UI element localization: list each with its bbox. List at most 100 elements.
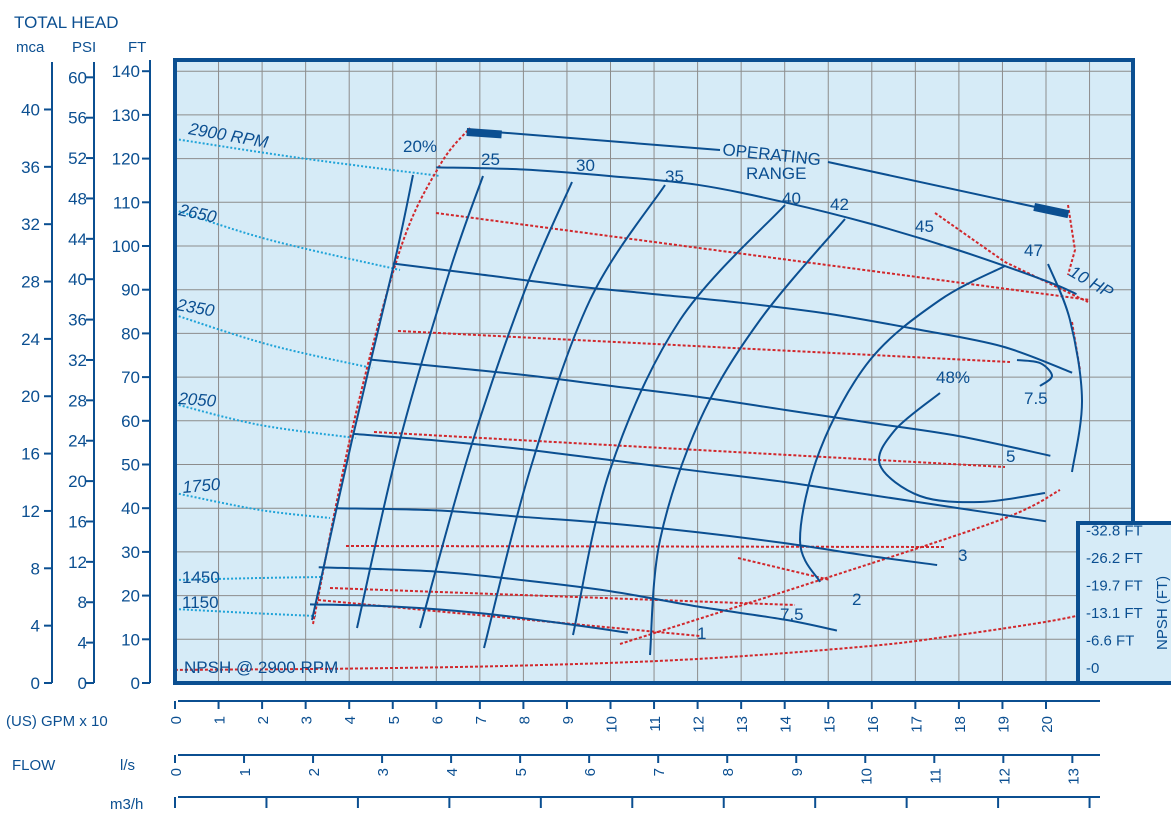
efficiency-curve-48-top xyxy=(1016,359,1054,387)
ft-tick-label: 120 xyxy=(112,150,140,169)
series-label-1150: 1150 xyxy=(182,593,219,612)
hp-line xyxy=(317,599,701,637)
psi-tick-label: 32 xyxy=(68,351,87,370)
ls-tick-label: 1 xyxy=(237,768,254,776)
hp-label-5: 5 xyxy=(1006,447,1015,466)
efficiency-curve-4 xyxy=(572,204,786,636)
ls-tick-label: 7 xyxy=(651,768,668,776)
ft-tick-label: 0 xyxy=(131,674,140,693)
psi-tick-label: 44 xyxy=(68,230,87,249)
gpm-tick-label: 12 xyxy=(691,716,708,733)
gpm-axis-label: (US) GPM x 10 xyxy=(6,713,108,730)
ft-tick-label: 60 xyxy=(121,412,140,431)
psi-tick-label: 28 xyxy=(68,391,87,410)
ls-tick-label: 6 xyxy=(582,768,599,776)
ft-tick-label: 110 xyxy=(113,193,140,212)
ls-tick-label: 2 xyxy=(306,768,323,776)
speed-curve-extension xyxy=(174,608,317,617)
gpm-tick-label: 16 xyxy=(865,716,882,733)
ft-tick-label: 10 xyxy=(121,630,140,649)
ls-tick-label: 13 xyxy=(1065,768,1082,785)
hp-line xyxy=(397,330,1011,363)
gpm-tick-label: 9 xyxy=(560,716,577,724)
gpm-tick-label: 1 xyxy=(212,716,229,724)
psi-tick-label: 20 xyxy=(68,472,87,491)
eff-label-40: 40 xyxy=(782,189,801,208)
efficiency-curve-5 xyxy=(649,218,846,656)
flow-axis-title: FLOW xyxy=(12,757,56,774)
ls-tick-label: 12 xyxy=(996,768,1013,785)
efficiency-curve-7 xyxy=(1047,263,1084,473)
npsh-curve xyxy=(174,612,1090,671)
ls-tick-label: 4 xyxy=(444,768,461,776)
ft-tick-label: 90 xyxy=(121,281,140,300)
psi-tick-label: 52 xyxy=(68,149,87,168)
series-label-1450: 1450 xyxy=(182,568,220,587)
operating-range-line-right xyxy=(827,161,1041,209)
head-axis-title: TOTAL HEAD xyxy=(14,13,119,32)
speed-curve-extension xyxy=(174,314,373,369)
psi-tick-label: 40 xyxy=(68,270,87,289)
gpm-tick-label: 3 xyxy=(299,716,316,724)
efficiency-curve-48 xyxy=(878,392,1046,504)
speed-curve-4 xyxy=(336,507,938,567)
ft-tick-label: 30 xyxy=(121,543,140,562)
mca-axis-label: mca xyxy=(16,39,45,56)
eff-label-45: 45 xyxy=(915,217,934,236)
hp-line xyxy=(329,587,796,606)
efficiency-curve-2 xyxy=(419,181,573,629)
eff-label-42: 42 xyxy=(830,195,849,214)
series-label-1750: 1750 xyxy=(182,475,222,497)
ft-tick-label: 40 xyxy=(121,499,140,518)
hp-label-1: 1 xyxy=(697,624,706,643)
range-boundary-top-right xyxy=(934,212,1089,303)
ls-tick-label: 8 xyxy=(720,768,737,776)
gpm-tick-label: 17 xyxy=(908,716,925,733)
hp-label-2: 2 xyxy=(852,590,861,609)
ft-tick-label: 130 xyxy=(112,106,140,125)
npsh-tick-label: -0 xyxy=(1086,660,1099,677)
npsh-curve-label: NPSH @ 2900 RPM xyxy=(184,658,338,677)
speed-curve-0 xyxy=(436,166,1077,295)
speed-curve-extension xyxy=(174,138,441,177)
psi-tick-label: 16 xyxy=(68,512,87,531)
gpm-tick-label: 20 xyxy=(1039,716,1056,733)
hp-label-7-5-high: 7.5 xyxy=(1024,389,1048,408)
npsh-tick-label: -6.6 FT xyxy=(1086,633,1134,650)
gpm-tick-label: 15 xyxy=(821,716,838,733)
psi-tick-label: 12 xyxy=(68,553,87,572)
gpm-tick-label: 0 xyxy=(168,716,185,724)
ls-tick-label: 11 xyxy=(927,768,944,784)
mca-tick-label: 32 xyxy=(21,215,40,234)
range-boundary-bottom xyxy=(619,489,1061,645)
psi-tick-label: 8 xyxy=(78,593,87,612)
plot-border xyxy=(173,58,1135,685)
hp-line xyxy=(373,431,1006,468)
eff-label-48: 48% xyxy=(936,368,970,387)
mca-tick-label: 40 xyxy=(21,100,40,119)
psi-axis-label: PSI xyxy=(72,39,96,56)
gpm-tick-label: 7 xyxy=(473,716,490,724)
operating-range-marker-right xyxy=(1033,203,1070,219)
ls-tick-label: 10 xyxy=(858,768,875,785)
gpm-tick-label: 19 xyxy=(995,716,1012,733)
gpm-tick-label: 11 xyxy=(647,716,664,732)
npsh-tick-label: -32.8 FT xyxy=(1086,523,1143,540)
psi-tick-label: 56 xyxy=(68,109,87,128)
psi-tick-label: 60 xyxy=(68,68,87,87)
operating-range-marker-left xyxy=(466,128,502,139)
gpm-tick-label: 10 xyxy=(604,716,621,733)
gpm-tick-label: 6 xyxy=(429,716,446,724)
efficiency-curve-0 xyxy=(311,174,414,621)
ft-axis-label: FT xyxy=(128,39,146,56)
psi-tick-label: 0 xyxy=(78,674,87,693)
speed-curve-extension xyxy=(174,492,331,519)
mca-tick-label: 4 xyxy=(31,617,40,636)
efficiency-curve-1 xyxy=(356,175,484,629)
ls-tick-label: 3 xyxy=(375,768,392,776)
hp-label-7-5-low: 7.5 xyxy=(780,605,804,624)
efficiency-curve-6 xyxy=(798,265,1006,583)
npsh-tick-label: -19.7 FT xyxy=(1086,578,1143,595)
gpm-tick-label: 5 xyxy=(386,716,403,724)
